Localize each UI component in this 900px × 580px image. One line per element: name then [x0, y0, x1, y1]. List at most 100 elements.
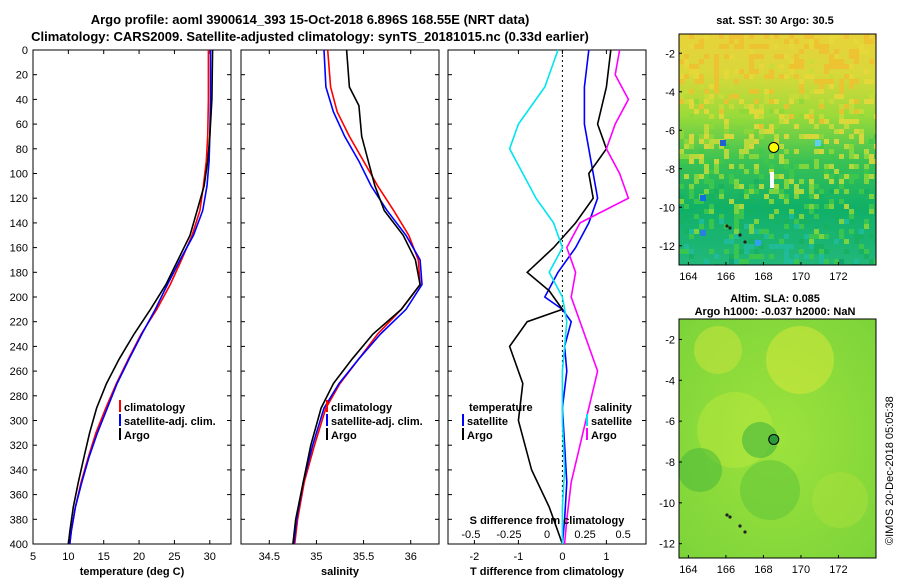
sst-cell: [729, 234, 734, 239]
sst-cell: [704, 189, 709, 194]
sst-cell: [709, 94, 714, 99]
sst-cell: [864, 154, 869, 159]
sst-cell: [734, 34, 739, 39]
x-tick-label: -2: [470, 551, 480, 563]
sst-cell: [794, 224, 799, 229]
sst-cell: [819, 259, 824, 264]
sst-cell: [814, 39, 819, 44]
legend-title-temperature: temperature: [469, 402, 533, 414]
sst-cell: [719, 44, 724, 49]
depth-tick-label: 60: [16, 119, 28, 131]
sst-cell: [819, 144, 824, 149]
sst-cell: [864, 254, 869, 259]
sst-cell: [859, 234, 864, 239]
sst-cell: [799, 79, 804, 84]
sst-cell: [689, 234, 694, 239]
s-tick-label: -0.5: [461, 529, 480, 541]
sst-cell: [734, 234, 739, 239]
sst-cell: [809, 34, 814, 39]
difference-legend-salinity: salinity satellite Argo: [586, 402, 633, 442]
sst-cell: [754, 109, 759, 114]
sst-cell: [869, 174, 874, 179]
x-tick-label: 34.5: [259, 551, 280, 563]
sst-cell: [864, 169, 869, 174]
sst-cell: [694, 109, 699, 114]
sst-cell: [784, 234, 789, 239]
sst-cell: [839, 154, 844, 159]
depth-tick-label: 360: [10, 490, 28, 502]
sst-cell: [809, 119, 814, 124]
sst-cell: [769, 99, 774, 104]
sst-cell: [694, 174, 699, 179]
sst-cell: [729, 104, 734, 109]
sst-cell: [749, 144, 754, 149]
depth-tick-label: 380: [10, 514, 28, 526]
sla-anomaly-blob: [742, 422, 778, 458]
legend-label-argo: Argo: [331, 430, 357, 442]
sst-cell: [699, 174, 704, 179]
sst-cell: [804, 94, 809, 99]
sst-cell: [719, 109, 724, 114]
sst-cell: [824, 139, 829, 144]
x-tick-label: 0: [559, 551, 565, 563]
sst-cell: [759, 244, 764, 249]
sst-cell: [789, 259, 794, 264]
sst-cell: [809, 189, 814, 194]
sst-cell: [679, 129, 684, 134]
sst-cell: [769, 64, 774, 69]
sst-cell: [744, 149, 749, 154]
sst-cell: [834, 54, 839, 59]
sst-cell: [859, 49, 864, 54]
sst-cell: [794, 94, 799, 99]
map-x-tick-label: 168: [754, 564, 772, 576]
sst-cell: [689, 69, 694, 74]
sst-cell: [859, 189, 864, 194]
sst-cell: [864, 39, 869, 44]
sst-cell: [779, 154, 784, 159]
sst-cell: [814, 204, 819, 209]
sst-cell: [804, 254, 809, 259]
sst-cell: [844, 239, 849, 244]
sst-cell: [729, 209, 734, 214]
sst-cell: [814, 89, 819, 94]
sst-cell: [679, 199, 684, 204]
sst-cell: [864, 164, 869, 169]
sst-cell: [679, 249, 684, 254]
sst-cell: [679, 74, 684, 79]
sst-cell: [844, 119, 849, 124]
sst-cell: [709, 219, 714, 224]
sst-cell: [744, 144, 749, 149]
sst-cell: [724, 249, 729, 254]
sst-cell: [839, 79, 844, 84]
series-line-climatology: [293, 49, 421, 545]
sst-heatmap: [679, 34, 876, 265]
sst-cell: [709, 144, 714, 149]
sst-cell: [799, 84, 804, 89]
sst-cell: [739, 259, 744, 264]
sst-cell: [734, 249, 739, 254]
sst-cell: [824, 79, 829, 84]
sst-cell: [704, 259, 709, 264]
x-tick-label: 20: [133, 551, 145, 563]
s-tick-label: -0.25: [496, 529, 521, 541]
legend-label-s-argo: Argo: [591, 430, 617, 442]
sst-cell: [739, 214, 744, 219]
sst-cell: [854, 164, 859, 169]
sla-heatmap: [679, 319, 876, 558]
sst-cell: [859, 249, 864, 254]
sst-cell: [774, 44, 779, 49]
sst-cell: [709, 209, 714, 214]
sst-cell: [714, 139, 719, 144]
sst-cell: [749, 209, 754, 214]
sst-cell: [779, 64, 784, 69]
sst-cell: [734, 94, 739, 99]
sst-cell: [794, 219, 799, 224]
sst-cell: [839, 219, 844, 224]
sst-cell: [699, 139, 704, 144]
sst-cell: [814, 249, 819, 254]
sst-cell: [689, 139, 694, 144]
sst-cell: [839, 174, 844, 179]
depth-tick-label: 100: [10, 169, 28, 181]
sst-cell: [699, 159, 704, 164]
